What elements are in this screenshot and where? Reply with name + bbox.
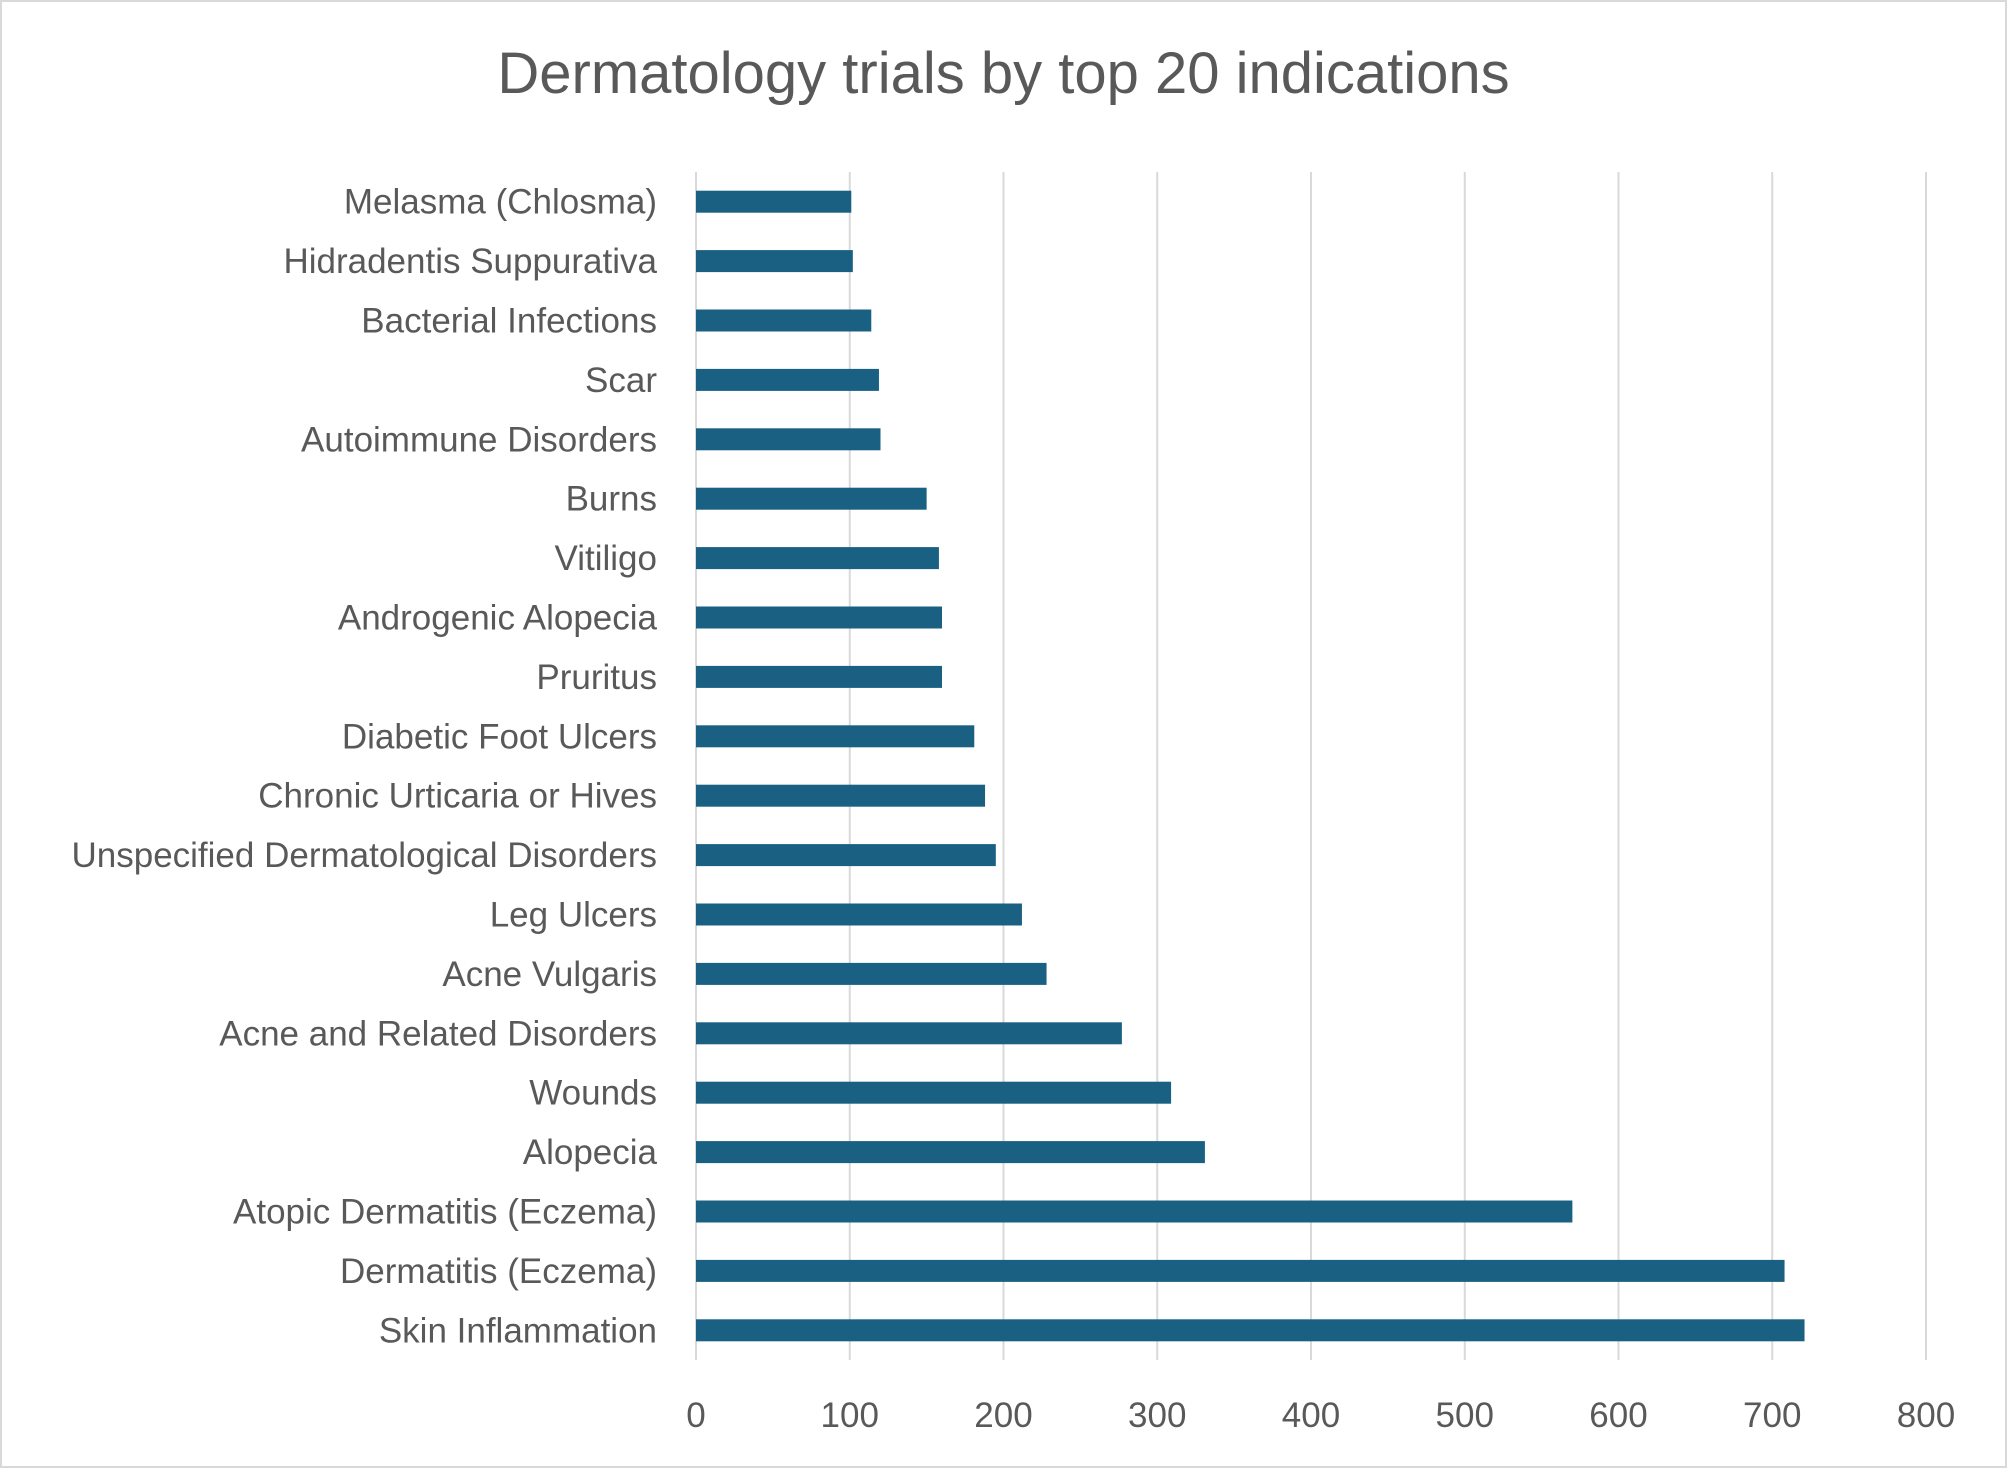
bar	[696, 606, 942, 629]
bar	[696, 1259, 1785, 1282]
category-label: Scar	[585, 361, 657, 400]
x-tick-label: 300	[1128, 1396, 1186, 1435]
category-label: Wounds	[529, 1074, 657, 1113]
category-label: Pruritus	[536, 658, 657, 697]
bar	[696, 1141, 1205, 1164]
category-label: Dermatitis (Eczema)	[340, 1252, 657, 1291]
x-tick-label: 700	[1743, 1396, 1801, 1435]
chart-title: Dermatology trials by top 20 indications	[497, 41, 1510, 106]
bar	[696, 309, 872, 332]
x-tick-label: 200	[974, 1396, 1032, 1435]
category-label: Atopic Dermatitis (Eczema)	[233, 1193, 657, 1232]
bar	[696, 844, 996, 867]
category-label: Androgenic Alopecia	[338, 599, 658, 638]
bar	[696, 1022, 1122, 1045]
category-label: Skin Inflammation	[379, 1311, 657, 1350]
x-tick-label: 600	[1589, 1396, 1647, 1435]
category-label: Acne and Related Disorders	[219, 1014, 657, 1053]
category-label: Leg Ulcers	[490, 896, 657, 935]
bar	[696, 190, 852, 213]
category-label: Melasma (Chlosma)	[344, 183, 657, 222]
bar	[696, 547, 939, 570]
bar	[696, 1200, 1573, 1223]
category-label: Unspecified Dermatological Disorders	[71, 836, 657, 875]
bar	[696, 962, 1047, 985]
bar	[696, 487, 927, 510]
bar	[696, 725, 975, 748]
x-tick-label: 0	[686, 1396, 705, 1435]
x-tick-label: 400	[1282, 1396, 1340, 1435]
category-label: Burns	[566, 480, 657, 519]
x-tick-label: 500	[1436, 1396, 1494, 1435]
bar	[696, 368, 879, 391]
bar	[696, 1081, 1172, 1104]
x-tick-label: 800	[1897, 1396, 1955, 1435]
category-label: Bacterial Infections	[361, 302, 657, 341]
category-label: Diabetic Foot Ulcers	[342, 717, 657, 756]
bar	[696, 1319, 1805, 1342]
category-label: Hidradentis Suppurativa	[283, 242, 657, 281]
bar	[696, 903, 1022, 926]
category-label: Acne Vulgaris	[442, 955, 657, 994]
category-label: Vitiligo	[555, 539, 657, 578]
bar	[696, 428, 881, 451]
bar	[696, 665, 942, 688]
bar	[696, 250, 853, 273]
category-label: Chronic Urticaria or Hives	[258, 777, 657, 816]
x-tick-label: 100	[821, 1396, 879, 1435]
category-label: Autoimmune Disorders	[301, 420, 657, 459]
category-label: Alopecia	[523, 1133, 658, 1172]
bar	[696, 784, 986, 807]
